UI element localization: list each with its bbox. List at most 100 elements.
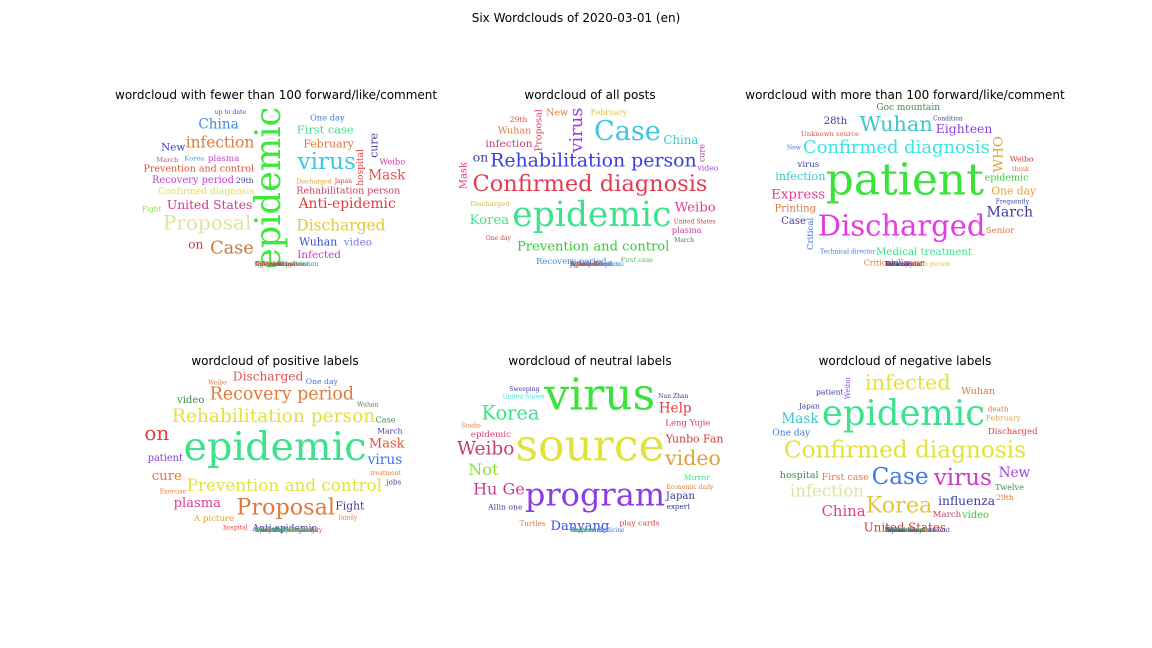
wordcloud-word: Case (872, 464, 929, 490)
wordcloud-word: Discharged (818, 208, 986, 242)
wordcloud-word: Japan (798, 402, 820, 411)
wordcloud-word: Break out (885, 527, 915, 534)
wordcloud-word: hospital (780, 470, 819, 481)
wordcloud-word: Mirror (684, 473, 710, 482)
wordcloud-word: Mask (368, 167, 406, 183)
wordcloud-word: Critical (806, 218, 816, 251)
wordcloud-word: Chinese Medicine (255, 527, 310, 534)
wordcloud: Confirmed diagnosis epidemic Rehabilitatio… (459, 104, 720, 272)
wordcloud-panel-neutral: wordcloud of neutral labels source virus p… (457, 354, 723, 554)
wordcloud-word: think (1012, 165, 1029, 173)
wordcloud-word: Japan (569, 261, 587, 268)
wordcloud-word: expert (667, 502, 691, 511)
wordcloud-panel-negative: wordcloud of negative labels Confirmed d… (772, 354, 1038, 554)
wordcloud-word: Rehabilitation person (490, 149, 697, 171)
wordcloud-word: Case (594, 116, 661, 147)
wordcloud-word: Proposal (534, 109, 545, 151)
wordcloud-word: 29th (236, 176, 254, 185)
wordcloud-word: Western medicine (570, 527, 625, 534)
wordcloud-word: epidemic (822, 393, 985, 434)
panel-title: wordcloud of positive labels (191, 354, 359, 368)
wordcloud-word: cure (152, 469, 182, 484)
wordcloud-word: Weibo (1010, 155, 1034, 164)
wordcloud-word: Grandma (570, 261, 599, 268)
wordcloud-word: Proposal (163, 211, 252, 235)
panel-title: wordcloud with more than 100 forward/lik… (745, 88, 1065, 102)
wordcloud-word: Recovery period (536, 257, 607, 267)
wordcloud-word: Fight (335, 500, 365, 513)
wordcloud-word: Chinese Medicine (570, 261, 625, 268)
wordcloud-word: Confirmed diagnosis (158, 186, 254, 197)
wordcloud-word: cure (697, 144, 706, 162)
wordcloud-word: influenza (938, 494, 995, 508)
wordcloud-word: New (787, 144, 802, 151)
wordcloud-word: epidemic (985, 173, 1029, 184)
wordcloud-word: Hu Ge (473, 479, 525, 498)
wordcloud-word: Prevention and control (187, 475, 382, 495)
wordcloud-word: Senior (986, 226, 1015, 236)
wordcloud: Confirmed diagnosis epidemic Case virus Kore… (772, 370, 1038, 538)
wordcloud-word: Recovery period (210, 385, 354, 405)
wordcloud-word: on (473, 149, 488, 164)
wordcloud-word: March (377, 426, 402, 435)
wordcloud-word: A picture (254, 261, 284, 268)
wordcloud-word: Medical staff (885, 261, 925, 268)
wordcloud-word: Chinese Medicine (255, 261, 310, 268)
wordcloud-word: Printing (775, 204, 817, 215)
wordcloud-word: Condition (933, 116, 963, 123)
wordcloud-word: every day (255, 527, 285, 534)
wordcloud-word: Epidemic prevention (255, 261, 318, 268)
wordcloud-word: A picture (193, 514, 234, 524)
wordcloud-word: United Kingdom (255, 261, 305, 268)
wordcloud-word: infection (790, 482, 864, 501)
wordcloud-word: Technical director (820, 249, 875, 256)
wordcloud-word: Epidemic prevention (255, 527, 318, 534)
panel-title: wordcloud with fewer than 100 forward/li… (115, 88, 438, 102)
wordcloud-word: patient (148, 453, 183, 464)
wordcloud-word: Newcrown (885, 527, 918, 534)
wordcloud-word: Rehabilitation person (885, 261, 951, 268)
wordcloud-word: Confirmed diagnosis (473, 171, 708, 197)
wordcloud-word: Holiday (885, 261, 909, 268)
wordcloud-word: Recovery period (152, 175, 235, 186)
wordcloud-word: Korea (470, 213, 510, 228)
wordcloud-word: Weibo (844, 377, 852, 399)
wordcloud-word: China (822, 503, 866, 520)
wordcloud-word: virus (543, 369, 655, 420)
wordcloud-word: Fight (142, 205, 162, 214)
wordcloud-word: Anti-epidemic (298, 196, 396, 212)
wordcloud-word: video (664, 446, 721, 470)
wordcloud: epidemic Confirmed diagnosis Rehabilitatio… (115, 104, 435, 272)
wordcloud-word: Twelve (995, 482, 1024, 492)
figure-title: Six Wordclouds of 2020-03-01 (en) (471, 11, 681, 25)
wordcloud-word: Weibo (457, 438, 514, 459)
wordcloud-word: Recommended (255, 527, 300, 534)
wordcloud-word: virus (933, 465, 992, 491)
wordcloud-word: Exercise (160, 489, 187, 496)
wordcloud-word: influenza (570, 261, 598, 268)
wordcloud-word: treatment (570, 261, 601, 268)
wordcloud-word: 29th (510, 115, 528, 124)
wordcloud-word: Confirmed diagnosis (784, 436, 1026, 463)
wordcloud-word: First case (822, 472, 870, 483)
wordcloud-word: plasma (208, 154, 239, 164)
wordcloud-word: Coronavirus (255, 261, 292, 268)
wordcloud-word: Prevention and control (144, 164, 255, 175)
wordcloud-word: Wuhan (961, 386, 995, 397)
wordcloud-word: plasma (174, 496, 222, 511)
wordcloud-word: Two hundred and fifty (255, 527, 323, 534)
wordcloud-word: A picture (569, 261, 599, 268)
wordcloud-word: Two thousand (570, 261, 613, 268)
wordcloud-word: Unknown source (801, 130, 859, 138)
wordcloud-word: Confirmed diagnosis (803, 137, 990, 158)
wordcloud-word: United States (503, 394, 545, 401)
wordcloud-word: Mask (459, 161, 470, 189)
wordcloud-word: China (663, 133, 698, 147)
wordcloud-word: Infected (297, 249, 341, 261)
wordcloud-word: infection (255, 527, 282, 534)
wordcloud-word: patient (816, 387, 845, 396)
wordcloud-word: video (961, 510, 989, 521)
wordcloud-word: 28th (824, 116, 848, 127)
wordcloud-word: democracy (885, 527, 919, 534)
wordcloud-word: infection (775, 170, 825, 183)
